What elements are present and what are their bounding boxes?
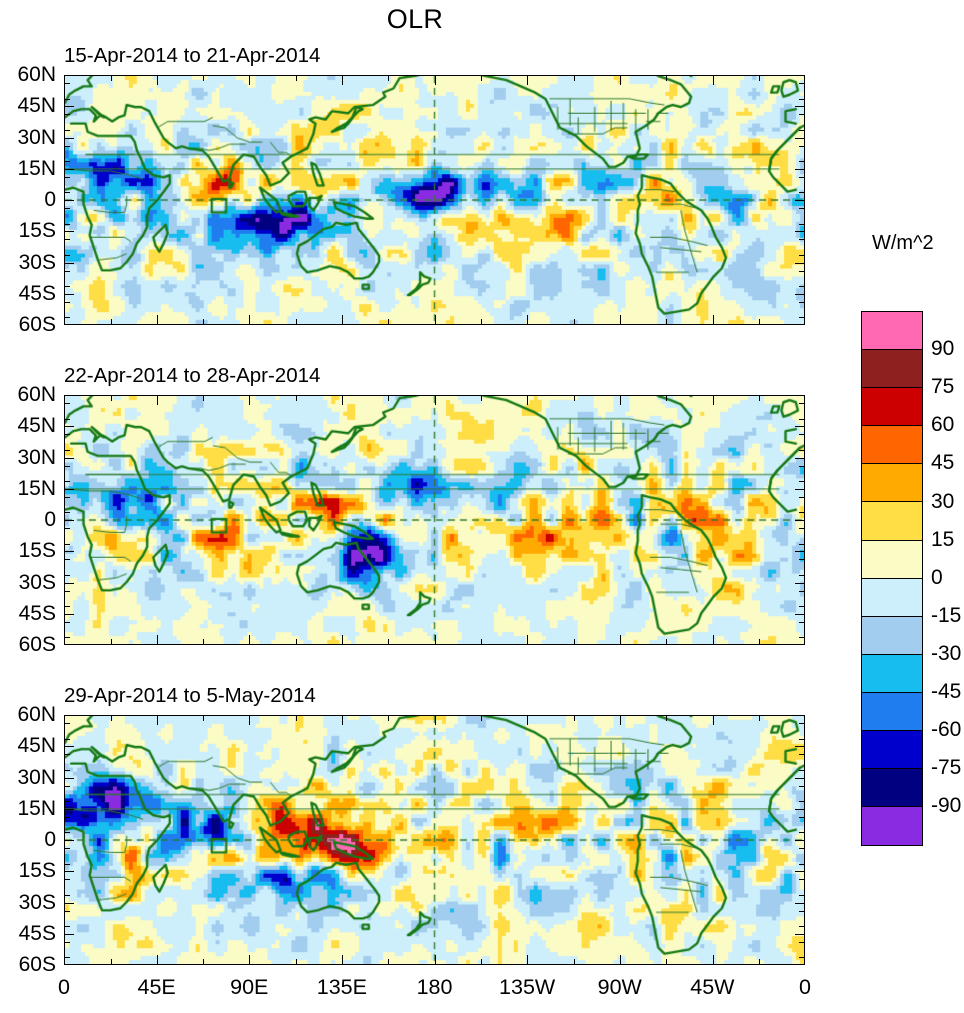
colorbar-tick-75: 75 [931,375,955,399]
colorbar-band-2[interactable] [862,388,922,427]
colorbar-band-5[interactable] [862,502,922,541]
colorbar-band-7[interactable] [862,578,922,617]
y-axis-label-45N: 45N [17,94,56,118]
y-axis-label-15N: 15N [17,796,56,820]
y-axis-label-30S: 30S [18,570,56,594]
x-axis-label-45W: 45W [690,975,735,999]
y-axis-label-15N: 15N [17,476,56,500]
colorbar-tick-90: 90 [931,337,955,361]
y-axis-label-0: 0 [44,828,56,851]
colorbar-band-3[interactable] [862,426,922,465]
map-panel-1: 15-Apr-2014 to 21-Apr-2014 [64,44,805,325]
olr-anomaly-map-2 [65,396,804,644]
y-axis-label-15S: 15S [18,859,56,883]
y-axis-label-60N: 60N [17,703,56,726]
colorbar-tick--30: -30 [931,641,962,665]
map-panel-3: 29-Apr-2014 to 5-May-2014 [64,684,805,965]
y-axis-label-60S: 60S [18,633,56,656]
y-axis-label-45S: 45S [18,601,56,625]
colorbar-band-0[interactable] [862,312,922,351]
colorbar-band-8[interactable] [862,616,922,655]
colorbar-band-11[interactable] [862,731,922,770]
colorbar-band-6[interactable] [862,540,922,579]
colorbar-tick--15: -15 [931,603,962,627]
y-axis-label-60S: 60S [18,313,56,336]
y-axis-label-60S: 60S [18,953,56,976]
colorbar-band-9[interactable] [862,654,922,693]
panel-title-1: 15-Apr-2014 to 21-Apr-2014 [64,44,321,67]
figure-title: OLR [386,4,444,34]
panel-title-3: 29-Apr-2014 to 5-May-2014 [64,684,316,707]
colorbar-band-12[interactable] [862,769,922,808]
map-frame-3[interactable] [64,715,805,965]
colorbar-tick--60: -60 [931,718,962,742]
map-panel-2: 22-Apr-2014 to 28-Apr-2014 [64,364,805,645]
x-axis-label-135W: 135W [499,975,556,999]
colorbar[interactable] [861,311,923,847]
y-axis-label-30N: 30N [17,445,56,469]
colorbar-tick--45: -45 [931,680,962,703]
y-axis-label-30S: 30S [18,250,56,274]
x-axis-label-135E: 135E [316,975,367,999]
x-axis-label-90W: 90W [597,975,642,999]
x-axis-label-180: 180 [416,975,453,999]
olr-anomaly-map-1 [65,76,804,324]
x-axis-label-0: 0 [799,975,811,999]
colorbar-tick-60: 60 [931,413,955,437]
colorbar-tick-30: 30 [931,489,955,513]
y-axis-label-60N: 60N [17,383,56,406]
y-axis-label-30S: 30S [18,890,56,914]
colorbar-tick-15: 15 [931,527,955,551]
colorbar-tick--75: -75 [931,756,962,780]
y-axis-label-0: 0 [44,508,56,531]
y-axis-label-45N: 45N [17,734,56,758]
colorbar-band-13[interactable] [862,807,922,846]
map-frame-1[interactable] [64,75,805,325]
y-axis-label-0: 0 [44,188,56,211]
colorbar-band-10[interactable] [862,692,922,732]
y-axis-label-15S: 15S [18,539,56,563]
y-axis-label-45N: 45N [17,414,56,438]
colorbar-tick--90: -90 [931,794,962,818]
colorbar-band-1[interactable] [862,350,922,389]
x-axis-label-90E: 90E [230,975,269,999]
colorbar-unit-label: W/m^2 [872,232,934,254]
y-axis-label-45S: 45S [18,921,56,945]
colorbar-band-4[interactable] [862,464,922,503]
y-axis-label-15N: 15N [17,156,56,180]
y-axis-label-60N: 60N [17,63,56,86]
x-axis-label-0: 0 [58,975,70,999]
olr-anomaly-map-3 [65,716,804,964]
colorbar-tick-0: 0 [931,565,943,589]
map-frame-2[interactable] [64,395,805,645]
x-axis-label-45E: 45E [137,975,176,999]
panel-title-2: 22-Apr-2014 to 28-Apr-2014 [64,364,321,387]
y-axis-label-30N: 30N [17,765,56,789]
y-axis-label-15S: 15S [18,219,56,243]
colorbar-tick-45: 45 [931,451,955,475]
y-axis-label-45S: 45S [18,281,56,305]
y-axis-label-30N: 30N [17,125,56,149]
